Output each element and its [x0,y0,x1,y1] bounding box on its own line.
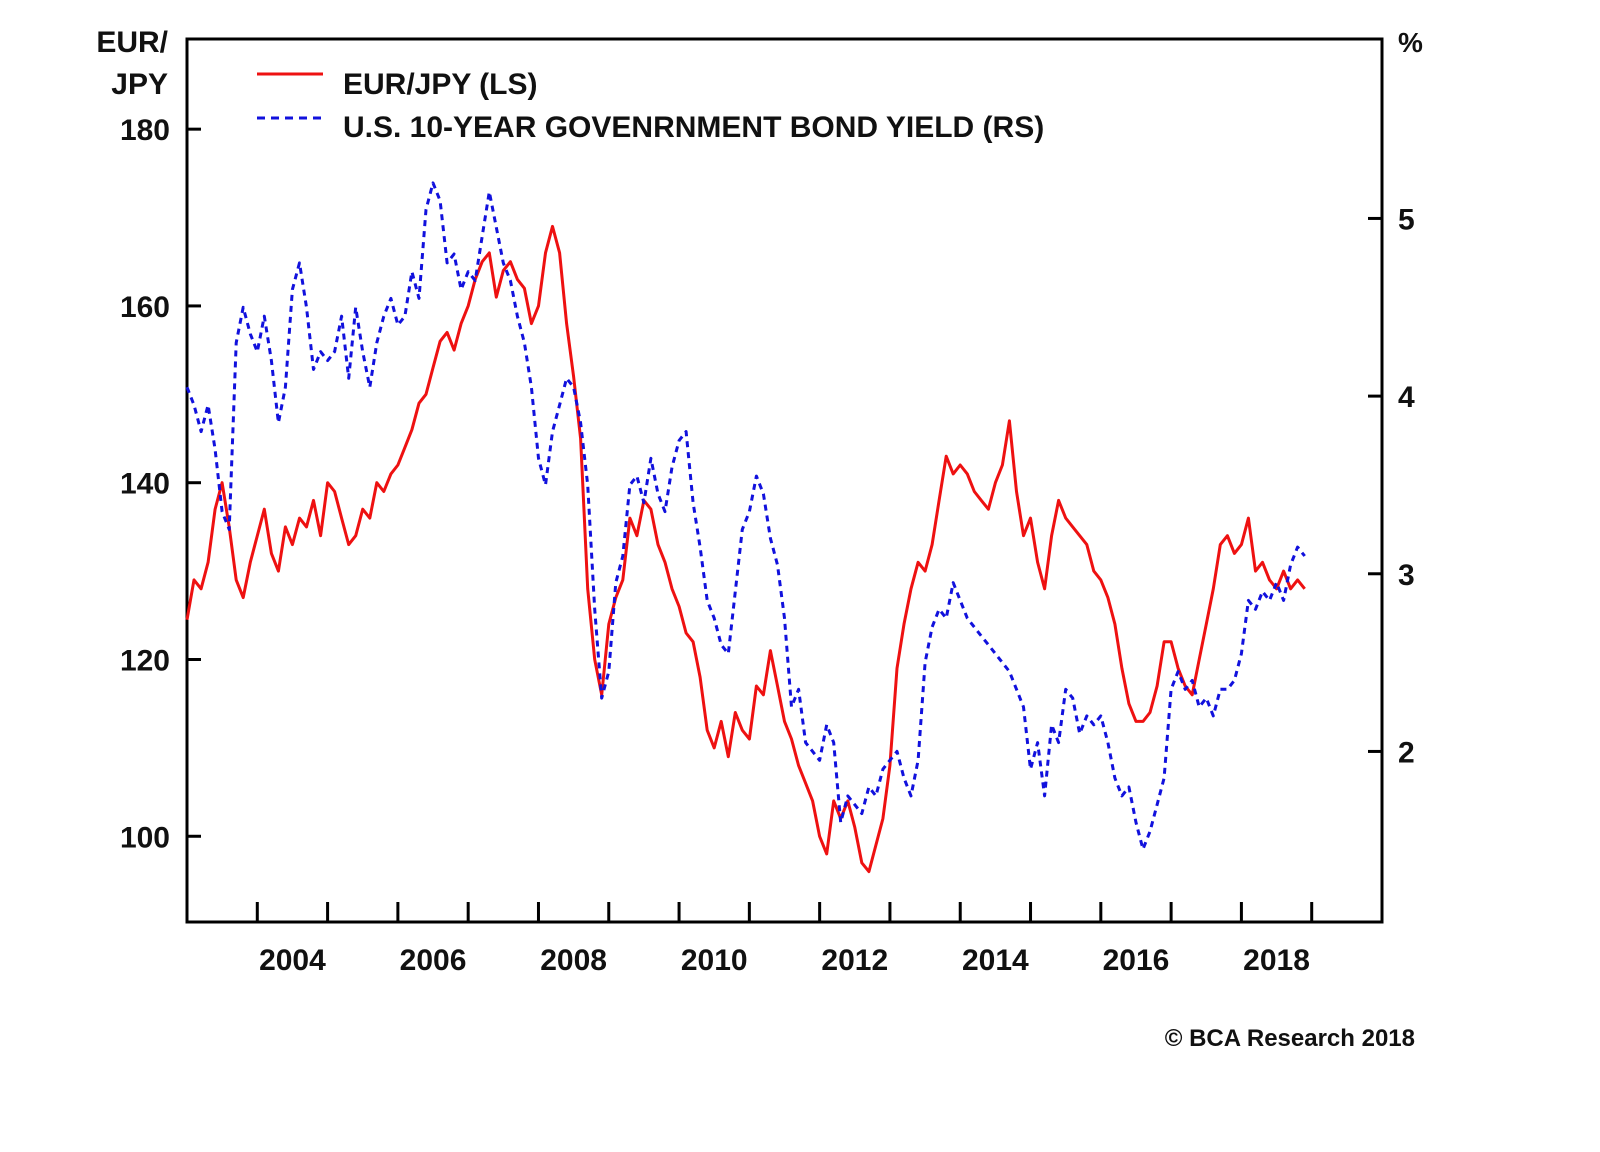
x-tick-label: 2016 [1103,944,1170,977]
right-axis-label: % [1398,27,1423,58]
x-tick-label: 2004 [259,944,326,977]
left-axis-ticks: 100 120 140 160 180 [120,114,201,854]
series-line-eurjpy [185,224,1306,874]
right-tick-label: 4 [1398,381,1415,414]
left-tick-label: 180 [120,114,170,147]
series-line-us10y-yield [185,181,1306,851]
legend-label-us10y: U.S. 10-YEAR GOVENRNMENT BOND YIELD (RS) [343,111,1044,144]
x-tick-label: 2012 [821,944,888,977]
copyright: © BCA Research 2018 [1165,1025,1415,1052]
x-axis-ticks: 2004 2006 2008 2010 2012 2014 2016 2018 [255,902,1314,977]
right-axis-ticks: 2 3 4 5 [1368,203,1415,769]
left-axis-label-line1: EUR/ [96,26,168,59]
x-tick-label: 2008 [540,944,607,977]
series-layer [185,181,1306,874]
left-axis-label-line2: JPY [111,68,168,101]
right-tick-label: 3 [1398,559,1415,592]
right-tick-label: 2 [1398,736,1415,769]
x-tick-label: 2010 [681,944,748,977]
x-tick-label: 2006 [400,944,467,977]
left-tick-label: 160 [120,291,170,324]
legend: EUR/JPY (LS) U.S. 10-YEAR GOVENRNMENT BO… [257,68,1044,144]
x-tick-label: 2014 [962,944,1029,977]
legend-label-eurjpy: EUR/JPY (LS) [343,68,538,101]
left-tick-label: 140 [120,468,170,501]
left-tick-label: 100 [120,821,170,854]
right-tick-label: 5 [1398,203,1415,236]
x-tick-label: 2018 [1243,944,1310,977]
left-tick-label: 120 [120,644,170,677]
plot-frame [185,37,1384,924]
